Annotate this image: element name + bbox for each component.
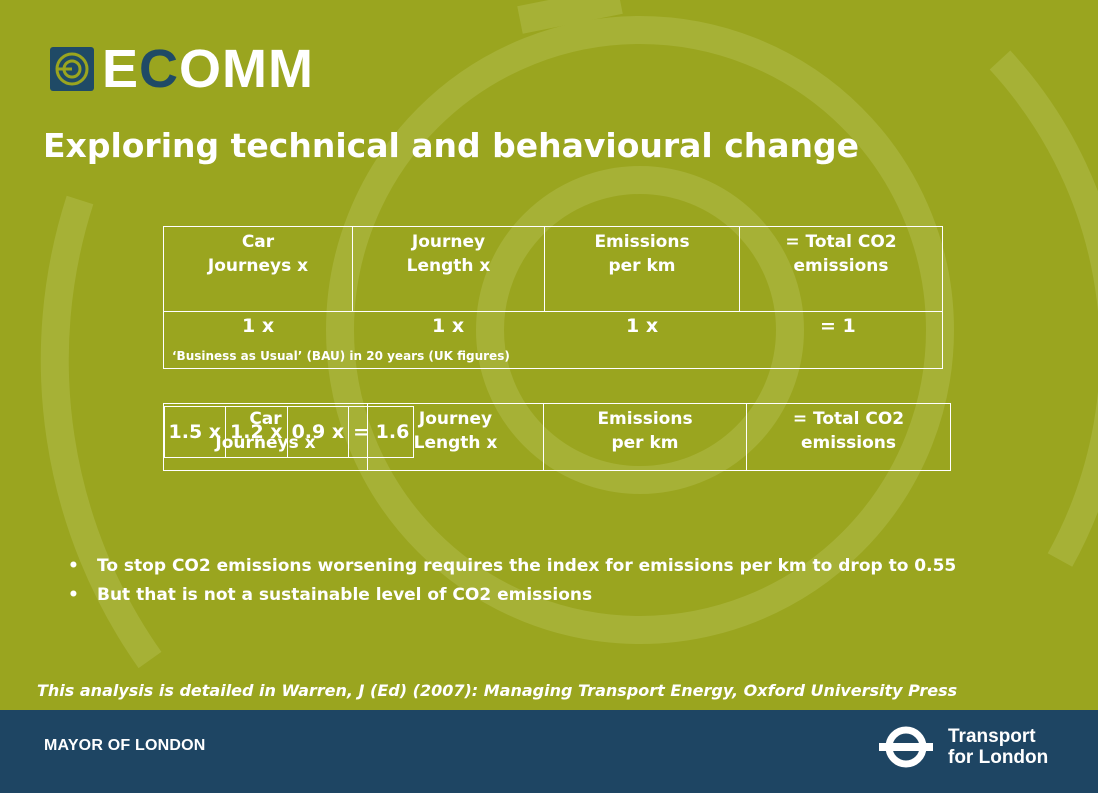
bullet-list: To stop CO2 emissions worsening requires… (68, 552, 956, 610)
tfl-logo: Transport for London (878, 724, 1048, 770)
header-total-co2: = Total CO2 emissions (746, 403, 951, 471)
bau-values-row: 1 x 1 x 1 x = 1 ‘Business as Usual’ (BAU… (163, 311, 943, 369)
bullet-item: But that is not a sustainable level of C… (68, 581, 956, 610)
value-car-journeys: 1 x (242, 315, 275, 337)
value-car-journeys: 1.5 x (163, 405, 227, 458)
value-total-co2: = 1 (820, 315, 856, 337)
value-emissions-per-km: 1 x (626, 315, 659, 337)
bau-calculation-table: Car Journeys x Journey Length x Emissions p… (163, 226, 943, 369)
value-emissions-per-km: 0.9 x (286, 405, 350, 458)
mayor-of-london-logo: MAYOR OF LONDON (44, 737, 206, 754)
ecomm-logo-icon (50, 47, 94, 91)
ecomm-logo-text: ECOMM (102, 39, 314, 99)
reference-note: This analysis is detailed in Warren, J (… (37, 681, 958, 700)
header-car-journeys: Car Journeys x (163, 226, 353, 312)
footer-bar: MAYOR OF LONDON Transport for London (0, 710, 1098, 793)
ecomm-logo: ECOMM (50, 39, 314, 99)
scenario-calculation-table: Car Journeys x Journey Length x Emissions p… (163, 403, 951, 471)
page-title: Exploring technical and behavioural chan… (43, 126, 860, 165)
header-emissions-per-km: Emissions per km (543, 403, 747, 471)
value-total-co2: = 1.6 (348, 405, 415, 458)
header-total-co2: = Total CO2 emissions (739, 226, 943, 312)
tfl-logo-text: Transport for London (948, 726, 1049, 768)
value-journey-length: 1 x (432, 315, 465, 337)
header-emissions-per-km: Emissions per km (544, 226, 740, 312)
value-journey-length: 1.2 x (225, 405, 288, 458)
bullet-item: To stop CO2 emissions worsening requires… (68, 552, 956, 581)
header-journey-length: Journey Length x (352, 226, 545, 312)
bau-note: ‘Business as Usual’ (BAU) in 20 years (U… (172, 349, 510, 363)
tfl-roundel-icon (879, 726, 933, 768)
